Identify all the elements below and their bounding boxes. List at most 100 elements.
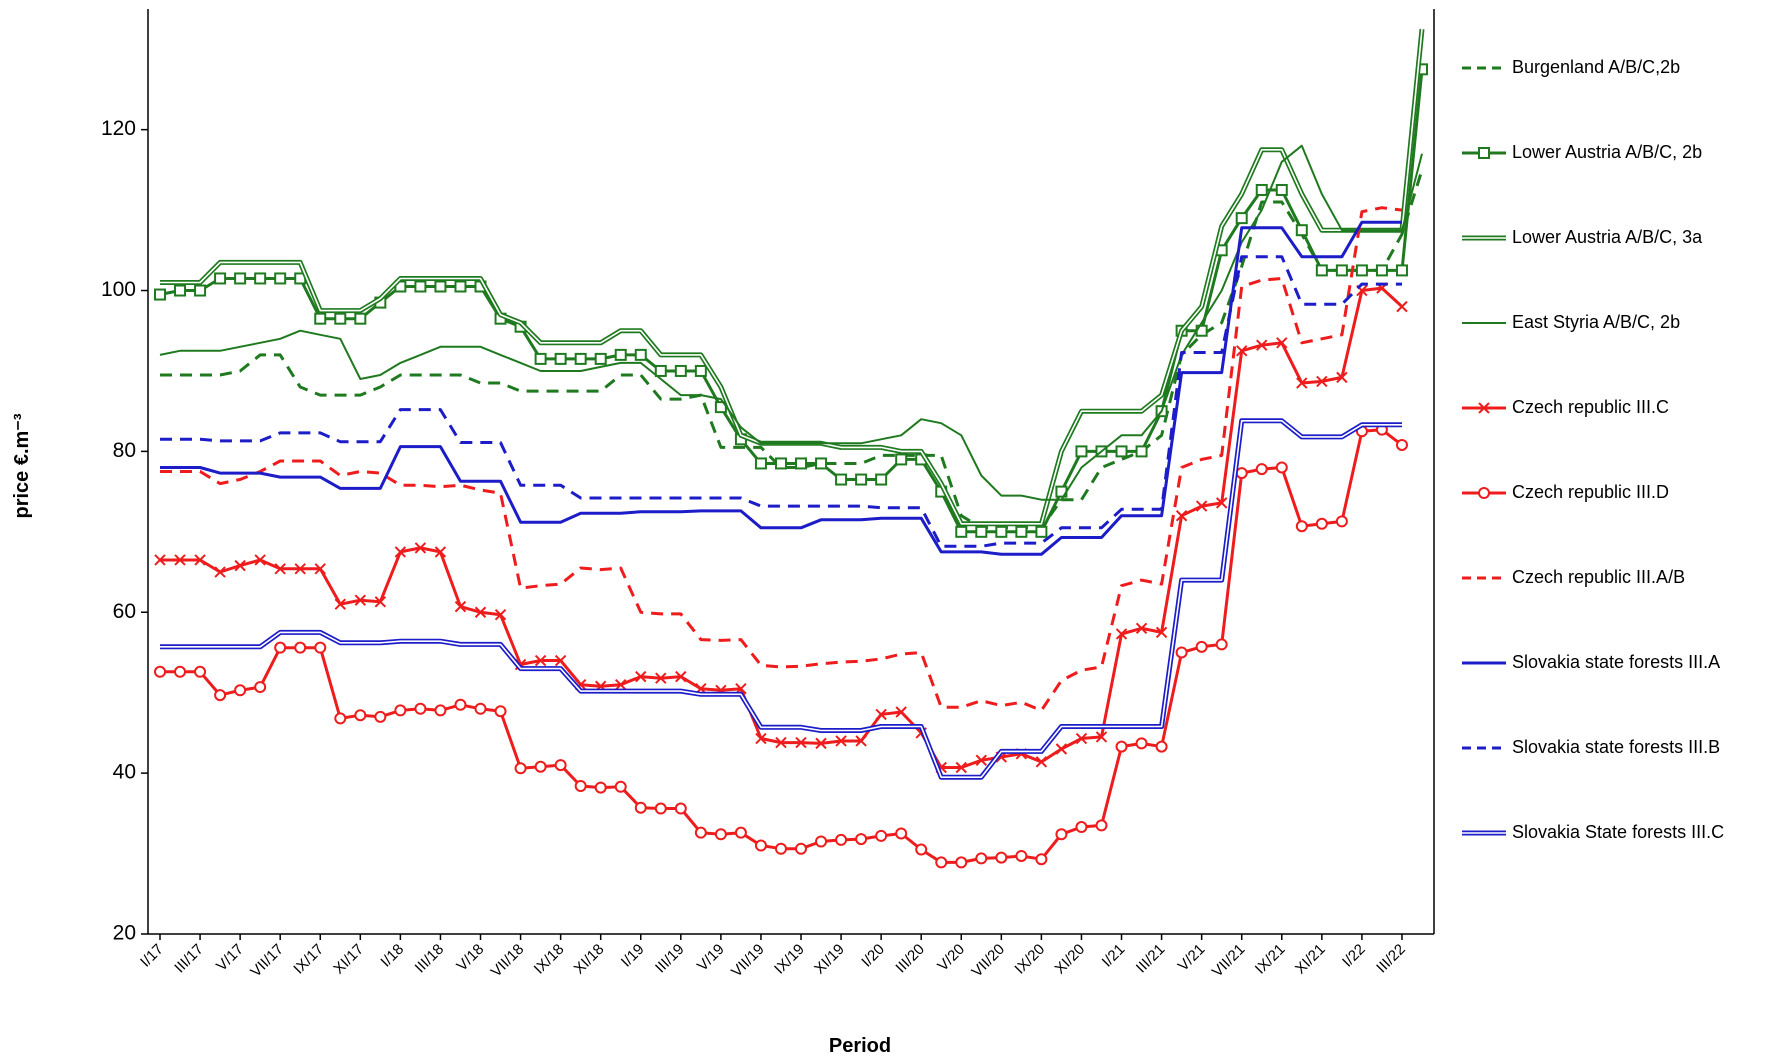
- x-tick-label: IX/20: [1011, 941, 1048, 978]
- marker-square: [855, 473, 868, 486]
- legend-label: Czech republic III.C: [1512, 397, 1669, 417]
- marker-square: [1255, 183, 1268, 196]
- x-tick-label: I/21: [1099, 941, 1129, 971]
- marker-circle: [674, 802, 687, 815]
- series-line: [160, 418, 1402, 780]
- marker-x: [1195, 500, 1208, 512]
- marker-x: [254, 554, 266, 566]
- marker-x: [294, 563, 306, 575]
- marker-x: [775, 736, 787, 749]
- y-tick-label: 60: [113, 600, 136, 623]
- marker-circle: [754, 839, 767, 852]
- marker-square: [1335, 264, 1348, 277]
- marker-square: [1235, 212, 1248, 225]
- marker-x: [1095, 731, 1108, 743]
- marker-square: [975, 525, 988, 538]
- marker-circle: [1295, 520, 1308, 533]
- marker-circle: [194, 665, 207, 678]
- x-tick-label: I/20: [858, 941, 888, 971]
- legend-label: Lower Austria A/B/C, 2b: [1512, 142, 1702, 162]
- marker-circle: [434, 704, 447, 717]
- marker-circle: [1135, 737, 1148, 750]
- marker-square: [1115, 445, 1128, 458]
- marker-square: [1015, 525, 1028, 538]
- marker-square: [154, 288, 166, 301]
- marker-square: [1035, 525, 1048, 538]
- marker-x: [895, 706, 907, 718]
- marker-x: [1115, 628, 1128, 640]
- marker-square: [174, 284, 187, 297]
- marker-circle: [855, 833, 868, 846]
- marker-square: [875, 473, 888, 486]
- marker-circle: [234, 684, 247, 697]
- marker-x: [855, 735, 867, 747]
- marker-circle: [474, 702, 487, 715]
- marker-x: [1075, 732, 1088, 745]
- marker-circle: [1115, 740, 1128, 753]
- marker-circle: [1215, 638, 1228, 651]
- marker-x: [955, 761, 967, 774]
- marker-square: [1315, 264, 1328, 277]
- marker-square: [614, 348, 627, 361]
- marker-circle: [895, 827, 908, 840]
- marker-square: [1355, 264, 1368, 277]
- x-axis-label: Period: [829, 1035, 891, 1057]
- marker-square: [334, 312, 347, 325]
- series-line-inner: [160, 420, 1402, 778]
- x-tick-label: III/20: [892, 941, 928, 977]
- marker-x: [1276, 337, 1288, 349]
- series-line: [159, 144, 1423, 501]
- marker-circle: [1095, 819, 1108, 832]
- marker-x: [194, 554, 206, 566]
- marker-circle: [875, 829, 888, 842]
- marker-circle: [1055, 828, 1068, 841]
- marker-x: [835, 735, 847, 747]
- x-tick-label: XI/20: [1051, 941, 1088, 978]
- x-tick-label: III/22: [1373, 941, 1409, 977]
- marker-x: [474, 606, 487, 618]
- series-line: [160, 206, 1403, 712]
- marker-circle: [354, 709, 367, 722]
- marker-square: [314, 312, 327, 325]
- marker-x: [414, 542, 427, 554]
- marker-circle: [374, 710, 387, 723]
- x-tick-label: XI/21: [1292, 941, 1329, 978]
- legend-label: Lower Austria A/B/C, 3a: [1512, 227, 1703, 247]
- marker-x: [1135, 622, 1148, 635]
- x-tick-label: I/22: [1339, 941, 1369, 971]
- marker-circle: [975, 852, 988, 865]
- marker-square: [354, 312, 367, 325]
- marker-x: [434, 546, 447, 558]
- marker-circle: [1478, 487, 1490, 499]
- marker-circle: [394, 704, 407, 717]
- marker-square: [1395, 264, 1408, 277]
- marker-x: [1396, 300, 1408, 313]
- marker-circle: [915, 843, 928, 856]
- marker-square: [554, 352, 567, 365]
- x-tick-label: V/19: [694, 941, 728, 975]
- x-tick-label: VII/17: [247, 941, 287, 981]
- marker-x: [1336, 371, 1348, 384]
- marker-square: [454, 280, 467, 293]
- marker-circle: [774, 842, 787, 855]
- marker-circle: [634, 801, 647, 814]
- legend-label: East Styria A/B/C, 2b: [1512, 312, 1680, 332]
- y-tick-label: 80: [113, 439, 136, 462]
- legend-label: Burgenland A/B/C,2b: [1512, 57, 1680, 77]
- marker-x: [274, 563, 286, 575]
- marker-x: [354, 594, 367, 606]
- marker-square: [414, 280, 427, 293]
- marker-x: [1236, 345, 1248, 357]
- marker-x: [675, 670, 687, 683]
- marker-x: [374, 596, 387, 608]
- x-tick-label: I/19: [618, 941, 648, 971]
- series-line: [160, 255, 1402, 548]
- y-tick-label: 40: [113, 761, 136, 784]
- legend-label: Slovakia state forests III.B: [1512, 737, 1720, 757]
- marker-square: [1075, 445, 1088, 458]
- legend-label: Czech republic III.A/B: [1512, 567, 1685, 587]
- marker-circle: [815, 835, 828, 848]
- marker-circle: [414, 702, 427, 715]
- marker-square: [634, 348, 647, 361]
- marker-square: [654, 364, 667, 377]
